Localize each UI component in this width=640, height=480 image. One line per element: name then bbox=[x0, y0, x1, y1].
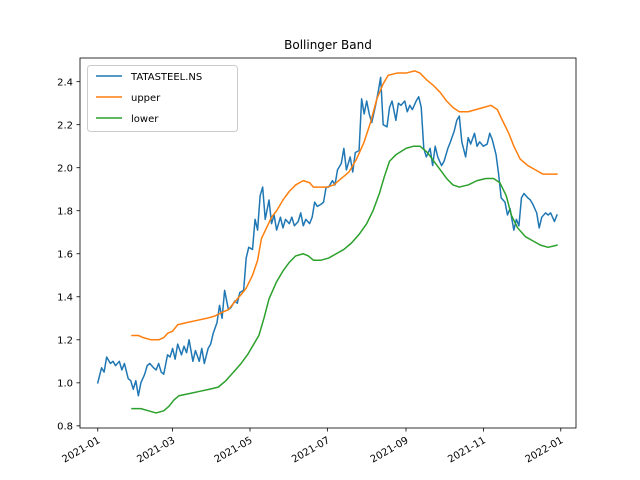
x-axis: 2021-01 2021-03 2021-05 2021-07 2021-09 2021-… bbox=[61, 428, 566, 465]
y-tick-label: 1.8 bbox=[57, 206, 73, 217]
y-tick-label: 0.8 bbox=[57, 421, 73, 432]
x-tick-label: 2022-01 bbox=[524, 435, 566, 465]
chart-title: Bollinger Band bbox=[284, 38, 372, 52]
x-tick-label: 2021-05 bbox=[213, 435, 255, 465]
x-tick-label: 2021-11 bbox=[446, 435, 488, 465]
x-tick-label: 2021-09 bbox=[369, 435, 411, 465]
x-tick-label: 2021-01 bbox=[61, 435, 103, 465]
legend: TATASTEEL.NS upper lower bbox=[87, 65, 238, 132]
legend-label: upper bbox=[131, 93, 161, 104]
plot-frame bbox=[79, 57, 577, 429]
legend-box bbox=[87, 65, 238, 132]
legend-label: TATASTEEL.NS bbox=[130, 72, 202, 83]
y-tick-label: 1.0 bbox=[57, 378, 73, 389]
y-tick-label: 1.6 bbox=[57, 249, 73, 260]
y-tick-label: 1.2 bbox=[57, 335, 73, 346]
x-tick-label: 2021-07 bbox=[290, 435, 332, 465]
series-line-upper bbox=[131, 70, 558, 341]
y-tick-label: 1.4 bbox=[57, 292, 73, 303]
y-tick-label: 2.4 bbox=[57, 77, 73, 88]
legend-label: lower bbox=[131, 114, 159, 125]
series-line-lower bbox=[131, 145, 558, 414]
series-layer bbox=[96, 70, 558, 414]
y-tick-label: 2.2 bbox=[57, 120, 73, 131]
y-axis: 0.8 1.0 1.2 1.4 1.6 1.8 2.0 2.2 2.4 bbox=[57, 77, 80, 432]
x-tick-label: 2021-03 bbox=[135, 435, 177, 465]
y-tick-label: 2.0 bbox=[57, 163, 73, 174]
